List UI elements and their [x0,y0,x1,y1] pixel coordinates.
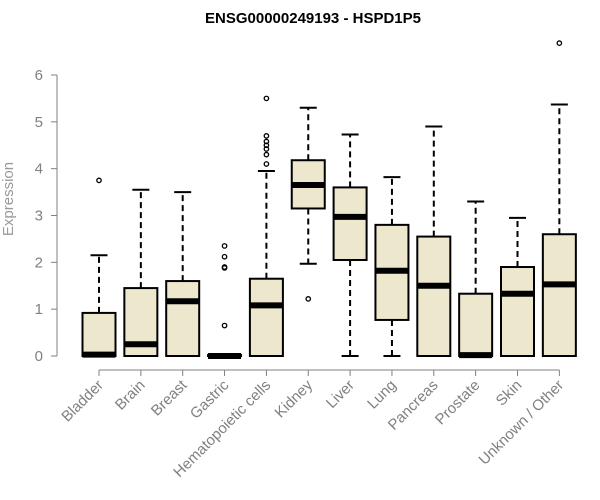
iqr-box [81,311,117,357]
box-group-breast [165,191,201,358]
outlier-point [221,322,228,329]
iqr-box [165,280,201,358]
box-group-liver [332,133,368,357]
outlier-point [263,138,270,145]
box-group-bladder [81,177,117,358]
plot-area [81,40,577,359]
chart-title: ENSG00000249193 - HSPD1P5 [205,10,421,27]
iqr-box [458,292,494,358]
outlier-point [263,133,270,139]
outlier-point [263,95,270,102]
outlier-point [96,177,102,184]
y-tick-label: 1 [35,301,43,318]
x-tick-label: Lung [364,377,400,413]
y-axis-label: Expression [0,162,17,236]
x-tick-label: Kidney [272,376,317,421]
outlier-point [263,161,270,167]
box-group-prostate [458,200,494,359]
box-group-gastric [207,243,243,359]
x-tick-label: Brain [112,377,149,414]
iqr-box [541,233,577,358]
outlier-point [263,146,270,152]
iqr-box [332,186,368,261]
box-group-pancreas [416,125,452,357]
box-group-brain [123,188,159,358]
outlier-point [305,296,312,302]
y-tick-label: 5 [35,114,43,131]
iqr-box [500,266,535,357]
box-group-hematopoietic-cells [248,95,284,358]
x-tick-label: Bladder [58,377,107,426]
x-tick-label: Skin [493,377,526,410]
y-tick-label: 0 [35,348,43,365]
y-tick-label: 2 [35,254,43,271]
y-tick-label: 4 [35,161,43,178]
x-tick-label: Liver [323,377,358,412]
box-group-lung [374,176,410,357]
x-tick-label: Prostate [432,377,484,429]
box-group-skin [500,216,535,357]
iqr-box [416,235,452,357]
iqr-box [248,277,284,358]
box-group-unknown-other [541,40,577,358]
outlier-point [221,243,228,249]
y-axis: 0 1 2 3 4 5 6 [35,67,58,365]
outlier-point [263,151,270,158]
outlier-point [221,264,228,270]
box-group-kidney [290,106,326,302]
x-tick-label: Breast [148,376,191,419]
outlier-point [263,142,270,149]
outlier-point [556,40,563,47]
outlier-point [221,253,228,260]
y-tick-label: 6 [35,67,43,84]
y-tick-label: 3 [35,208,43,225]
